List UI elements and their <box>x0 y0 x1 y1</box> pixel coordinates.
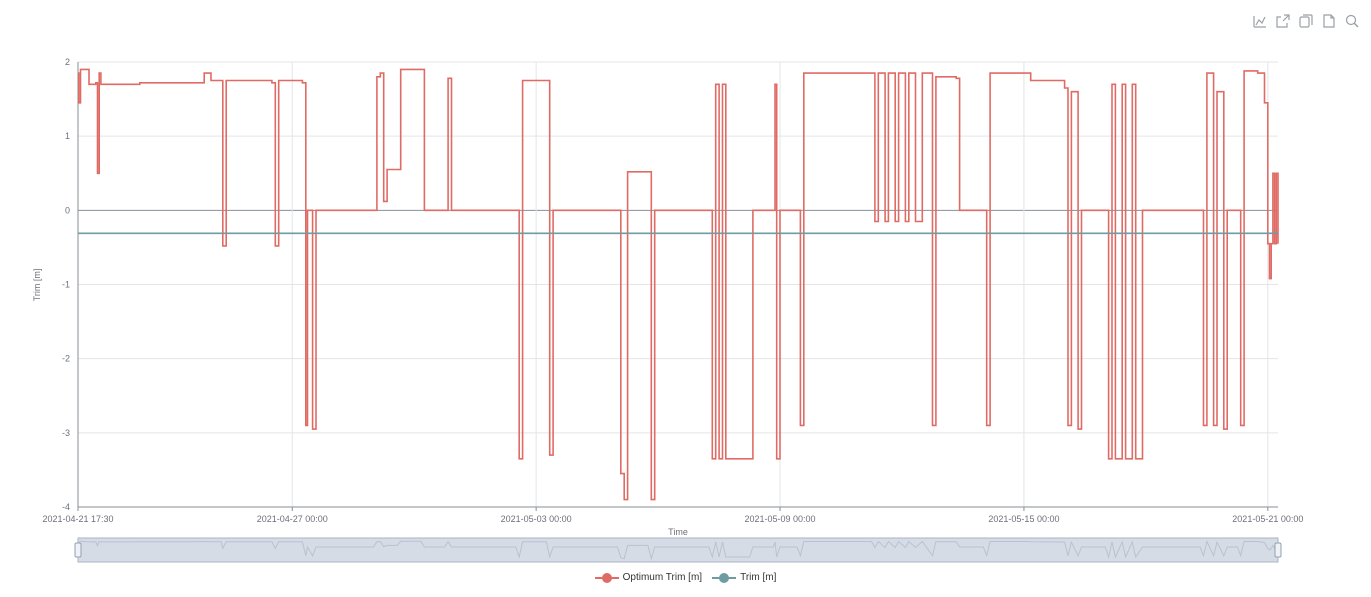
x-tick-label: 2021-04-27 00:00 <box>257 514 328 524</box>
series-line <box>78 68 1279 501</box>
chart-legend: Optimum Trim [m] Trim [m] <box>0 572 1371 583</box>
y-tick-label: -4 <box>62 502 70 512</box>
y-tick-label: -1 <box>62 280 70 290</box>
data-zoom-handle-right[interactable] <box>1274 542 1282 558</box>
y-tick-label: 2 <box>65 57 70 67</box>
y-tick-label: 0 <box>65 205 70 215</box>
open-external-icon[interactable] <box>1276 14 1290 28</box>
x-tick-label: 2021-04-21 17:30 <box>42 514 113 524</box>
legend-item-trim[interactable]: Trim [m] <box>712 572 776 583</box>
legend-item-optimum-trim[interactable]: Optimum Trim [m] <box>594 572 703 583</box>
data-zoom-handle-left[interactable] <box>74 542 82 558</box>
x-tick-label: 2021-05-03 00:00 <box>501 514 572 524</box>
x-tick-label: 2021-05-15 00:00 <box>988 514 1059 524</box>
x-tick-label: 2021-05-21 00:00 <box>1232 514 1303 524</box>
legend-label: Optimum Trim [m] <box>622 572 703 583</box>
y-axis-label: Trim [m] <box>32 269 42 302</box>
document-icon[interactable] <box>1322 14 1336 28</box>
data-zoom-slider[interactable] <box>74 537 1282 563</box>
y-tick-label: -3 <box>62 428 70 438</box>
chart-toolbox <box>1253 14 1359 28</box>
line-mode-icon[interactable] <box>1253 14 1267 28</box>
zoom-icon[interactable] <box>1345 14 1359 28</box>
legend-swatch <box>712 572 737 583</box>
y-tick-label: -2 <box>62 354 70 364</box>
legend-label: Trim [m] <box>740 572 777 583</box>
legend-swatch <box>594 572 619 583</box>
copy-icon[interactable] <box>1299 14 1313 28</box>
x-axis-label: Time <box>668 527 688 537</box>
series <box>78 68 1279 501</box>
axes: 2 1 0 -1 -2 -3 -4 2021-04-21 17:30 2021-04-27 00… <box>42 57 1303 524</box>
x-tick-label: 2021-05-09 00:00 <box>745 514 816 524</box>
grid <box>77 61 1278 508</box>
y-tick-label: 1 <box>65 131 70 141</box>
data-zoom-preview <box>77 539 1279 561</box>
